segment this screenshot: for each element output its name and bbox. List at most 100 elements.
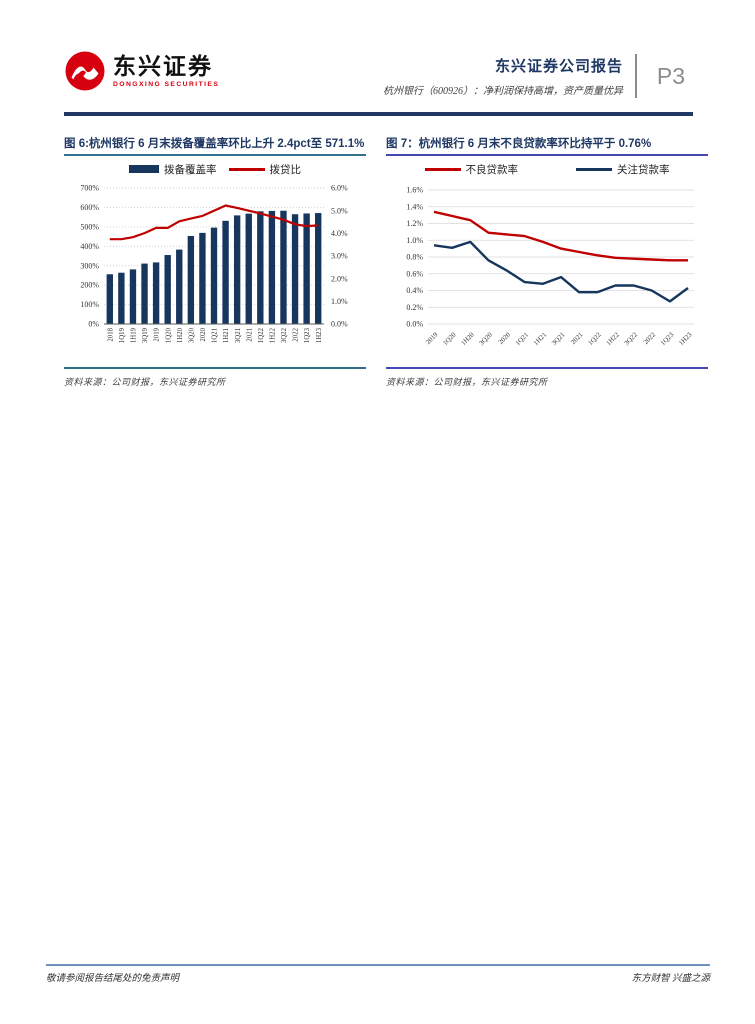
bar [222, 221, 229, 325]
y-axis-label: 0.4% [406, 286, 423, 295]
left-axis-label: 100% [80, 301, 99, 310]
x-tick-label: 1Q19 [119, 328, 126, 344]
bar [233, 215, 241, 325]
legend-label: 拨备覆盖率 [164, 163, 217, 176]
y-axis-label: 0.0% [406, 320, 423, 329]
x-tick-label: 2020 [200, 328, 207, 342]
left-axis-label: 600% [80, 203, 99, 212]
x-tick-label: 1H22 [269, 328, 276, 344]
figure6-source: 资料来源：公司财报，东兴证券研究所 [64, 377, 226, 388]
bar [245, 214, 252, 325]
bar [268, 211, 276, 325]
x-tick-label: 1H20 [460, 331, 476, 347]
bar [303, 213, 310, 325]
legend-item-npl-ratio: 不良贷款率 [424, 162, 519, 177]
bar-swatch-icon [129, 165, 159, 174]
x-tick-label: 3Q21 [235, 328, 242, 343]
x-tick-label: 3Q22 [623, 331, 639, 347]
bar [106, 274, 113, 325]
x-tick-label: 2019 [154, 328, 161, 342]
figures-row: 图 6:杭州银行 6 月末拨备覆盖率环比上升 2.4pct至 571.1% 拨备… [64, 137, 708, 389]
x-tick-label: 2022 [643, 331, 658, 346]
brand-name-en: DONGXING SECURITIES [113, 80, 220, 88]
x-tick-label: 1Q23 [660, 331, 676, 347]
figure-6: 图 6:杭州银行 6 月末拨备覆盖率环比上升 2.4pct至 571.1% 拨备… [64, 137, 366, 389]
legend-label: 拨贷比 [269, 163, 302, 176]
figure-7: 图 7：杭州银行 6 月末不良贷款率环比持平于 0.76% 不良贷款率 关注贷款… [386, 137, 708, 389]
figure7-title-rule [386, 154, 708, 157]
x-tick-label: 1H22 [605, 331, 621, 347]
x-tick-label: 2020 [497, 331, 512, 346]
y-axis-label: 1.0% [406, 236, 423, 245]
x-tick-label: 3Q19 [142, 328, 149, 344]
left-axis-label: 500% [80, 223, 99, 232]
x-tick-label: 2019 [425, 331, 440, 346]
bar [164, 255, 171, 325]
figure7-source: 资料来源：公司财报，东兴证券研究所 [386, 377, 548, 388]
x-tick-label: 3Q20 [478, 331, 494, 347]
x-tick-label: 1Q22 [587, 331, 603, 347]
x-tick-label: 1H23 [316, 328, 323, 344]
left-axis-label: 300% [80, 262, 99, 271]
right-axis-label: 1.0% [331, 297, 348, 306]
left-axis-label: 0% [88, 320, 99, 329]
y-axis-label: 1.6% [406, 186, 423, 195]
line-swatch-icon [228, 168, 265, 171]
x-tick-label: 3Q20 [188, 328, 195, 344]
legend-label: 不良贷款率 [465, 163, 519, 176]
y-axis-label: 0.6% [406, 270, 423, 279]
y-axis-label: 1.4% [406, 203, 423, 212]
legend-item-special-mention-ratio: 关注贷款率 [576, 162, 670, 177]
left-axis-label: 400% [80, 242, 99, 251]
y-axis-label: 0.2% [406, 303, 423, 312]
right-axis-label: 3.0% [331, 252, 348, 261]
x-tick-label: 2021 [570, 332, 585, 347]
x-tick-label: 2021 [246, 328, 253, 342]
footer-row: 敬请参阅报告结尾处的免责声明 东方财智 兴盛之源 [46, 970, 710, 984]
x-tick-label: 2018 [107, 328, 114, 342]
header-divider [635, 54, 637, 98]
figure6-chart: 0% 100% 200% 300% 400% 500% 600% 700% 0.0% 1.0% 2.… [80, 184, 348, 344]
page-footer: 敬请参阅报告结尾处的免责声明 东方财智 兴盛之源 [46, 964, 710, 984]
right-axis-label: 0.0% [331, 320, 348, 329]
page-header: 东兴证券 DONGXING SECURITIES 东兴证券公司报告 杭州银行（6… [64, 50, 693, 98]
legend-label: 关注贷款率 [617, 163, 670, 176]
figure7-chart: 0.0% 0.2% 0.4% 0.6% 0.8% 1.0% 1.2% 1.4% 1.6% 2019… [406, 186, 694, 348]
report-subtitle: 杭州银行（600926）：净利润保持高增，资产质量优异 [383, 86, 623, 97]
brand-logo-icon [65, 51, 105, 91]
right-axis-label: 5.0% [331, 207, 348, 216]
x-tick-label: 1H20 [177, 328, 184, 344]
x-tick-label: 3Q22 [281, 328, 288, 344]
x-tick-label: 1Q20 [165, 328, 172, 344]
header-right: 东兴证券公司报告 杭州银行（600926）：净利润保持高增，资产质量优异 P3 [383, 54, 693, 98]
x-tick-label: 2022 [293, 328, 300, 342]
footer-disclaimer: 敬请参阅报告结尾处的免责声明 [46, 974, 180, 984]
bar [129, 269, 137, 325]
npl-ratio-line [433, 211, 688, 262]
bar [152, 262, 160, 325]
bar [291, 214, 299, 325]
bar [141, 263, 148, 325]
bar [315, 213, 322, 325]
header-rule [64, 112, 693, 116]
x-tick-label: 1Q21 [514, 332, 530, 348]
bar [257, 211, 264, 325]
x-tick-label: 1H19 [131, 328, 138, 344]
x-tick-label: 1H23 [678, 331, 694, 347]
y-axis-label: 1.2% [406, 219, 423, 228]
special-mention-ratio-line [433, 241, 689, 303]
right-axis-label: 4.0% [331, 229, 348, 238]
bar [118, 273, 125, 325]
line-swatch-icon [424, 168, 461, 171]
provision-loan-ratio-line [109, 204, 319, 241]
figure6-title: 图 6:杭州银行 6 月末拨备覆盖率环比上升 2.4pct至 571.1% [64, 138, 365, 150]
x-tick-label: 1Q20 [442, 331, 458, 347]
bar [280, 211, 287, 325]
x-tick-label: 3Q21 [551, 332, 567, 348]
figure7-legend: 不良贷款率 关注贷款率 [386, 160, 708, 178]
report-type: 东兴证券公司报告 [494, 58, 623, 75]
left-axis-label: 200% [80, 281, 99, 290]
line-swatch-icon [576, 168, 612, 171]
figure6-legend: 拨备覆盖率 拨贷比 [64, 160, 366, 178]
footer-rule [46, 964, 710, 966]
